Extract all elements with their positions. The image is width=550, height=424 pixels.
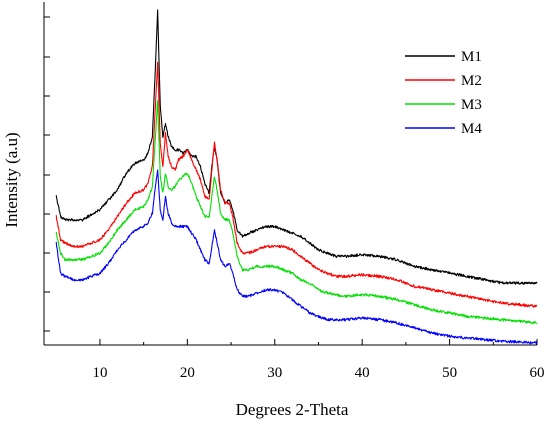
- y-axis-label: Intensity (a.u): [2, 132, 21, 227]
- x-tick-label-60: 60: [530, 365, 545, 381]
- x-axis-ticks: 10 20 30 40 50 60: [92, 339, 545, 381]
- legend-label-m2: M2: [461, 73, 482, 89]
- x-tick-label-50: 50: [442, 365, 457, 381]
- series-line-m3: [55, 100, 538, 325]
- x-tick-label-30: 30: [267, 365, 282, 381]
- legend: M1 M2 M3 M4: [405, 49, 482, 137]
- x-axis-label: Degrees 2-Theta: [236, 400, 349, 419]
- series-line-m4: [55, 169, 538, 345]
- series-line-m1: [55, 9, 538, 285]
- x-tick-label-40: 40: [355, 365, 370, 381]
- series-layer: [55, 9, 538, 345]
- legend-label-m3: M3: [461, 97, 482, 113]
- y-axis-ticks: [44, 16, 50, 332]
- plot-area: [43, 2, 537, 346]
- legend-label-m1: M1: [461, 49, 482, 65]
- x-tick-label-20: 20: [180, 365, 195, 381]
- legend-label-m4: M4: [461, 121, 482, 137]
- series-line-m2: [55, 61, 538, 308]
- x-tick-label-10: 10: [92, 365, 107, 381]
